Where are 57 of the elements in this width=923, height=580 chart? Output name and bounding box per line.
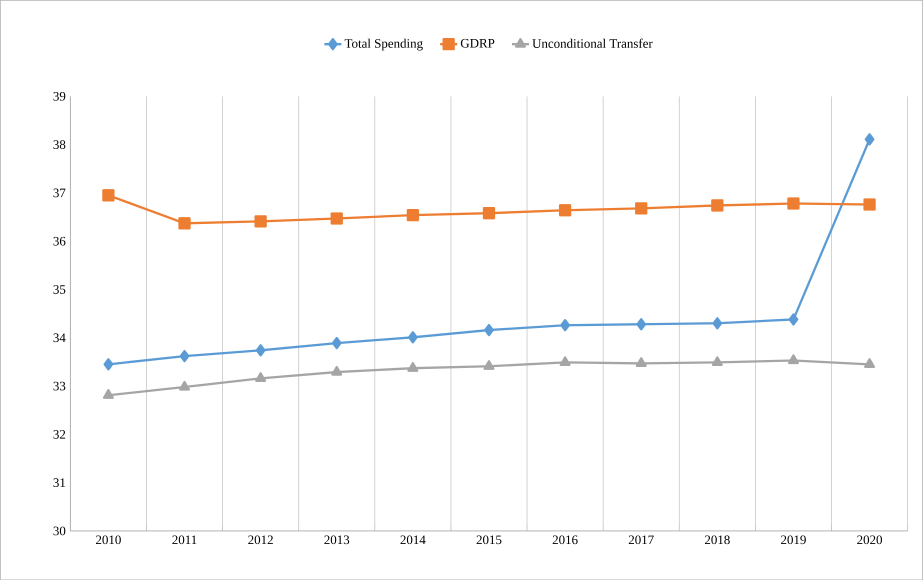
point (636, 318, 646, 330)
point (788, 313, 798, 326)
point (787, 197, 800, 210)
point (712, 317, 722, 330)
x-tick-label: 2020 (857, 535, 882, 544)
point (864, 358, 876, 368)
y-tick-label: 35 (54, 284, 66, 294)
point (254, 215, 267, 228)
point (102, 388, 114, 399)
point (180, 350, 190, 362)
x-tick-label: 2017 (628, 535, 654, 544)
point (331, 366, 342, 376)
point (330, 212, 343, 224)
point (407, 362, 418, 372)
y-tick-label: 31 (54, 478, 66, 487)
point (178, 217, 191, 230)
point (560, 356, 571, 366)
y-tick-label: 37 (54, 188, 66, 198)
point (104, 358, 114, 370)
y-tick-label: 34 (54, 333, 66, 342)
x-tick-label: 2018 (704, 535, 730, 544)
point (256, 344, 266, 356)
point (484, 324, 494, 336)
x-tick-label: 2010 (96, 535, 121, 544)
legend-label: Unconditional Transfer (532, 38, 653, 48)
x-tick-label: 2013 (324, 535, 350, 544)
point (711, 199, 724, 212)
point (332, 336, 342, 350)
point (482, 206, 496, 220)
x-tick-label: 2019 (781, 535, 806, 544)
x-tick-label: 2015 (476, 535, 502, 544)
point (255, 372, 266, 382)
legend-label: Total Spending (344, 38, 423, 50)
point (636, 357, 647, 367)
x-tick-label: 2014 (400, 535, 426, 544)
point (788, 354, 799, 364)
point (635, 202, 648, 214)
point (179, 380, 190, 391)
y-tick-label: 39 (54, 92, 66, 101)
y-tick-label: 30 (54, 526, 66, 536)
point (864, 133, 874, 146)
point (712, 356, 723, 366)
point (102, 189, 115, 202)
y-tick-label: 33 (54, 382, 66, 390)
point (560, 318, 570, 332)
x-tick-label: 2012 (248, 535, 273, 544)
x-tick-label: 2011 (172, 535, 196, 544)
point (484, 360, 494, 370)
y-tick-label: 38 (54, 140, 66, 149)
point (558, 204, 572, 216)
x-tick-label: 2016 (552, 535, 578, 544)
point (863, 198, 876, 210)
point (406, 208, 420, 222)
legend-label: GDRP (460, 38, 494, 48)
point (408, 331, 418, 344)
y-tick-label: 36 (54, 236, 66, 246)
y-tick-label: 32 (54, 430, 66, 439)
